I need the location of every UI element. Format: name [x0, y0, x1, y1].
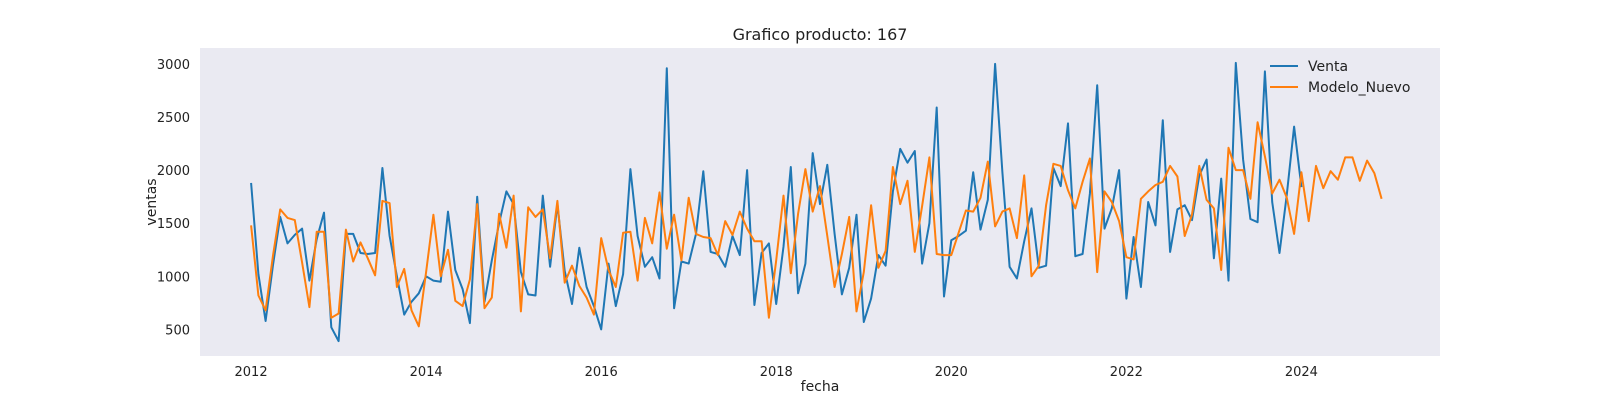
y-tick-label: 500 [165, 323, 190, 338]
y-tick-label: 1500 [157, 217, 190, 232]
x-tick-label: 2016 [585, 365, 618, 380]
y-tick-label: 2500 [157, 111, 190, 126]
x-tick-label: 2014 [410, 365, 443, 380]
x-tick-label: 2022 [1110, 365, 1143, 380]
x-tick-label: 2020 [935, 365, 968, 380]
x-axis-label: fecha [801, 379, 840, 395]
x-axis-ticks: 2012 2014 2016 2018 2020 2022 2024 [235, 365, 1318, 380]
y-tick-label: 3000 [157, 58, 190, 73]
chart-title: Grafico producto: 167 [733, 25, 908, 44]
series-line-modelo-nuevo [250, 121, 1383, 328]
x-tick-label: 2024 [1285, 365, 1318, 380]
y-axis-ticks: 500 1000 1500 2000 2500 3000 [157, 58, 190, 339]
y-tick-label: 2000 [157, 164, 190, 179]
legend-label: Venta [1308, 59, 1348, 75]
legend-label: Modelo_Nuevo [1308, 80, 1410, 96]
x-tick-label: 2018 [760, 365, 793, 380]
y-axis-label: ventas [144, 178, 160, 225]
y-tick-label: 1000 [157, 270, 190, 285]
legend: Venta Modelo_Nuevo [1270, 59, 1410, 96]
x-tick-label: 2012 [235, 365, 268, 380]
series-layer [250, 61, 1383, 343]
